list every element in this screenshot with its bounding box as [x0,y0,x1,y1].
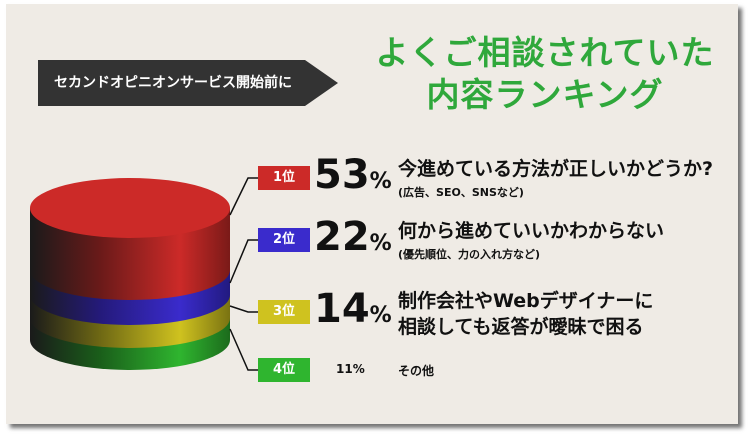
answer-label-rank-2: 何から進めていいかわからない [398,220,665,242]
answer-label-rank-4: その他 [398,364,435,378]
connector-line-rank-3 [229,305,258,313]
rank-badge-2: 2位 [258,228,310,252]
percent-label-rank-2: 22% [314,214,392,260]
rank-badge-1: 1位 [258,166,310,190]
answer-label-line2-rank-3: 相談しても返答が曖昧で困る [398,316,644,338]
percent-label-rank-4: 11% [336,362,365,376]
intro-tag: セカンドオピニオンサービス開始前に [38,60,338,106]
headline: よくご相談されていた 内容ランキング [355,32,735,116]
headline-line-2: 内容ランキング [426,75,664,114]
connector-line-rank-4 [229,328,258,371]
headline-line-1: よくご相談されていた [375,33,715,72]
connector-line-rank-1 [229,177,258,216]
rank-badge-3: 3位 [258,300,310,324]
percent-label-rank-3: 14% [314,286,392,332]
rank-badge-4: 4位 [258,358,310,382]
answer-sublabel-rank-1: (広告、SEO、SNSなど) [398,186,524,199]
connector-line-rank-2 [229,239,258,284]
intro-tag-text: セカンドオピニオンサービス開始前に [54,75,292,91]
answer-label-rank-1: 今進めている方法が正しいかどうか? [398,158,714,180]
answer-label-rank-3: 制作会社やWebデザイナーに [398,290,654,312]
cylinder-top-face [30,178,230,238]
answer-sublabel-rank-2: (優先順位、力の入れ方など) [398,248,541,261]
percent-label-rank-1: 53% [314,152,392,198]
